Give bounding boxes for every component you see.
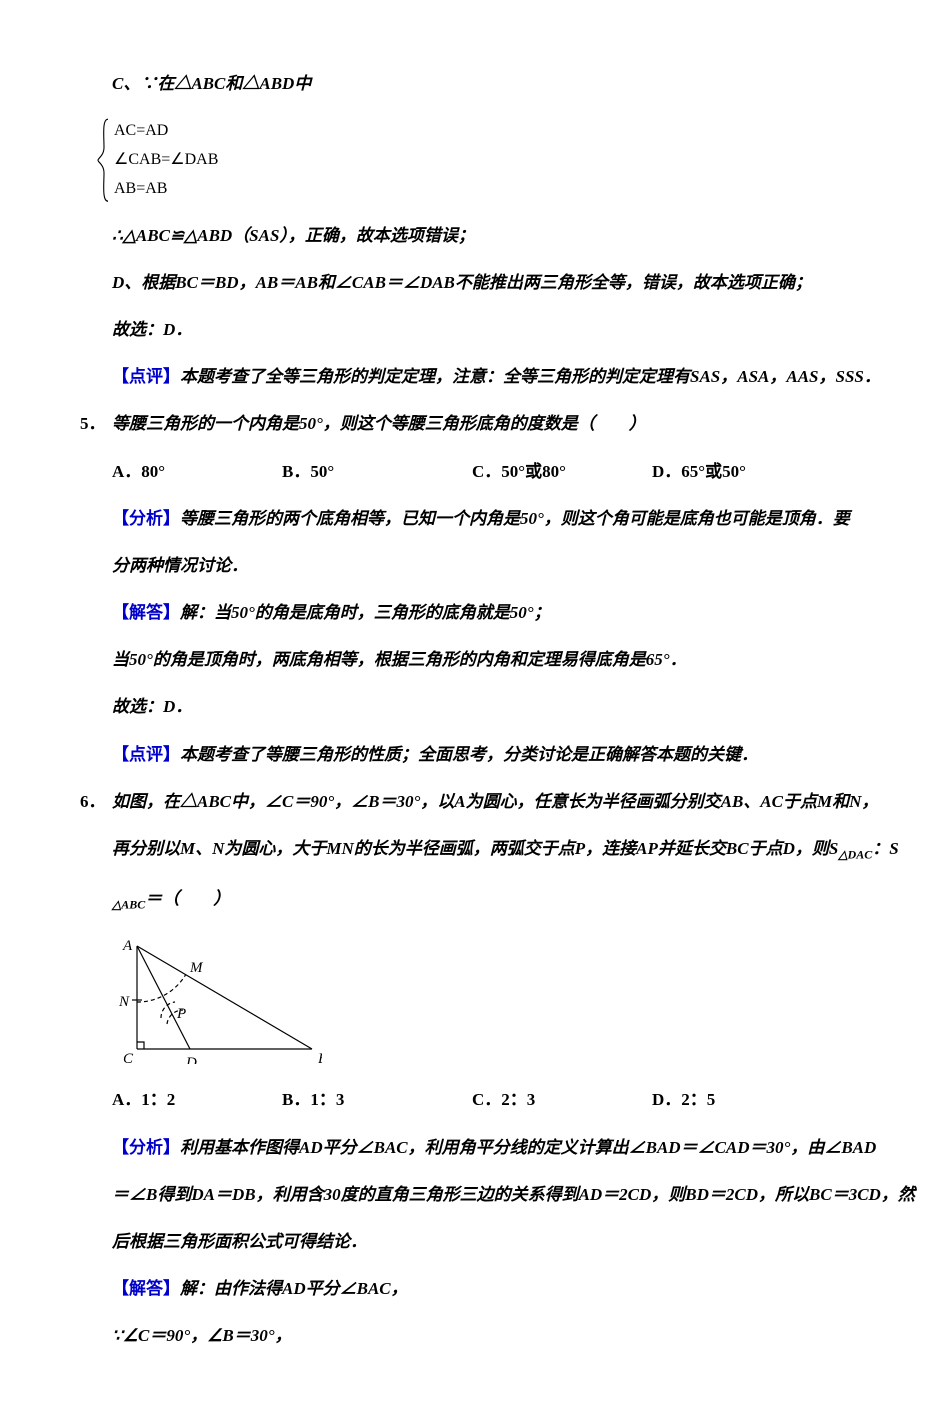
q6-number: 6．	[80, 788, 112, 815]
jieda-label: 【解答】	[112, 603, 180, 622]
svg-text:B: B	[318, 1051, 322, 1064]
svg-text:N: N	[118, 994, 130, 1010]
q6-stem2c: ＝（ ）	[145, 889, 230, 908]
q6-sub1: △DAC	[838, 847, 872, 861]
proof-line-d: D、根据BC＝BD，AB＝AB和∠CAB＝∠DAB不能推出两三角形全等，错误，故…	[80, 269, 950, 296]
q5-options: A．80° B．50° C．50°或80° D．65°或50°	[80, 458, 950, 485]
dianping-label: 【点评】	[112, 367, 180, 386]
fenxi-label: 【分析】	[112, 1138, 180, 1157]
svg-text:A: A	[122, 938, 133, 954]
q6-fenxi-1: 【分析】利用基本作图得AD平分∠BAC，利用角平分线的定义计算出∠BAD＝∠CA…	[80, 1134, 950, 1161]
q6-fenxi-2: ＝∠B得到DA＝DB，利用含30度的直角三角形三边的关系得到AD＝2CD，则BD…	[80, 1181, 950, 1208]
proof-dianping: 【点评】本题考查了全等三角形的判定定理，注意：全等三角形的判定定理有SAS，AS…	[80, 363, 950, 390]
q6-sub2: △ABC	[112, 897, 145, 911]
jieda-label: 【解答】	[112, 1279, 180, 1298]
q5-fenxi-text1: 等腰三角形的两个底角相等，已知一个内角是50°，则这个角可能是底角也可能是顶角．…	[180, 509, 850, 528]
dianping-label: 【点评】	[112, 745, 180, 764]
q6-stem-line2: 再分别以M、N为圆心，大于MN的长为半径画弧，两弧交于点P，连接AP并延长交BC…	[80, 835, 950, 865]
q6-opt-c[interactable]: C．2：3	[472, 1086, 652, 1113]
q6-opt-b[interactable]: B．1：3	[282, 1086, 472, 1113]
q6-options: A．1：2 B．1：3 C．2：3 D．2：5	[80, 1086, 950, 1113]
q6-opt-a[interactable]: A．1：2	[112, 1086, 282, 1113]
proof-result: ∴△ABC≌△ABD（SAS），正确，故本选项错误；	[80, 222, 950, 249]
q6-stem1: 如图，在△ABC中，∠C＝90°，∠B＝30°，以A为圆心，任意长为半径画弧分别…	[112, 788, 950, 815]
q5-opt-b[interactable]: B．50°	[282, 458, 472, 485]
proof-line-c: C、∵在△ABC和△ABD中	[80, 70, 950, 97]
case-line-1: AC=AD	[114, 117, 218, 146]
q6-fenxi-3: 后根据三角形面积公式可得结论．	[80, 1228, 950, 1255]
q6-stem2b: ：S	[872, 839, 898, 858]
sas-cases-block: AC=AD ∠CAB=∠DAB AB=AB	[96, 117, 950, 203]
proof-choice: 故选：D．	[80, 316, 950, 343]
q5-jieda-1: 【解答】解：当50°的角是底角时，三角形的底角就是50°；	[80, 599, 950, 626]
left-brace-icon	[96, 117, 110, 203]
q6-opt-d[interactable]: D．2：5	[652, 1086, 715, 1113]
q5-jieda-2: 当50°的角是顶角时，两底角相等，根据三角形的内角和定理易得底角是65°．	[80, 646, 950, 673]
case-line-3: AB=AB	[114, 175, 218, 204]
q6-stem-line1: 6． 如图，在△ABC中，∠C＝90°，∠B＝30°，以A为圆心，任意长为半径画…	[80, 788, 950, 815]
q6-jieda-text1: 解：由作法得AD平分∠BAC，	[180, 1279, 408, 1298]
q5-choice: 故选：D．	[80, 693, 950, 720]
q5-dianping: 【点评】本题考查了等腰三角形的性质；全面思考，分类讨论是正确解答本题的关键．	[80, 741, 950, 768]
q5-stem: 5． 等腰三角形的一个内角是50°，则这个等腰三角形底角的度数是（ ）	[80, 410, 950, 437]
q5-opt-a[interactable]: A．80°	[112, 458, 282, 485]
svg-text:M: M	[189, 960, 204, 976]
q5-fenxi-2: 分两种情况讨论．	[80, 552, 950, 579]
svg-text:C: C	[123, 1051, 134, 1064]
q5-jieda-text1: 解：当50°的角是底角时，三角形的底角就是50°；	[180, 603, 551, 622]
case-line-2: ∠CAB=∠DAB	[114, 146, 218, 175]
svg-text:D: D	[185, 1055, 197, 1064]
q5-number: 5．	[80, 410, 112, 437]
q6-jieda-2: ∵∠C＝90°，∠B＝30°，	[80, 1322, 950, 1349]
q5-stem-text: 等腰三角形的一个内角是50°，则这个等腰三角形底角的度数是（ ）	[112, 410, 950, 437]
q6-stem2a: 再分别以M、N为圆心，大于MN的长为半径画弧，两弧交于点P，连接AP并延长交BC…	[112, 839, 838, 858]
dianping-text: 本题考查了全等三角形的判定定理，注意：全等三角形的判定定理有SAS，ASA，AA…	[180, 367, 881, 386]
q6-stem-line3: △ABC＝（ ）	[80, 885, 950, 915]
q5-opt-d[interactable]: D．65°或50°	[652, 458, 746, 485]
svg-text:P: P	[176, 1006, 186, 1022]
geometry-figure-icon: A B C D M N P	[112, 934, 322, 1064]
q5-opt-c[interactable]: C．50°或80°	[472, 458, 652, 485]
q5-fenxi-1: 【分析】等腰三角形的两个底角相等，已知一个内角是50°，则这个角可能是底角也可能…	[80, 505, 950, 532]
q5-dianping-text: 本题考查了等腰三角形的性质；全面思考，分类讨论是正确解答本题的关键．	[180, 745, 758, 764]
fenxi-label: 【分析】	[112, 509, 180, 528]
q6-fenxi-text1: 利用基本作图得AD平分∠BAC，利用角平分线的定义计算出∠BAD＝∠CAD＝30…	[180, 1138, 876, 1157]
q6-jieda-1: 【解答】解：由作法得AD平分∠BAC，	[80, 1275, 950, 1302]
q6-diagram: A B C D M N P	[112, 934, 950, 1072]
